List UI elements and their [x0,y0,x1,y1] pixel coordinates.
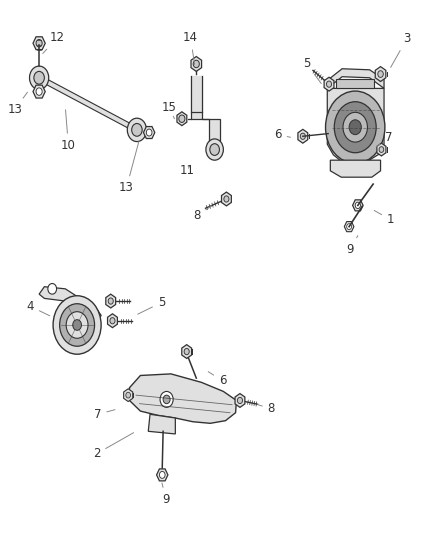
Text: 2: 2 [93,433,134,460]
Text: 6: 6 [274,128,290,141]
Circle shape [146,129,152,136]
Polygon shape [344,222,354,232]
Text: 13: 13 [7,92,28,116]
Polygon shape [156,469,168,481]
Circle shape [206,139,223,160]
Circle shape [334,102,376,153]
Circle shape [378,71,383,77]
Circle shape [60,304,95,346]
Polygon shape [130,374,237,423]
Circle shape [325,91,385,164]
Text: 8: 8 [194,206,212,222]
Polygon shape [375,67,386,82]
Text: 3: 3 [391,33,410,67]
Circle shape [184,349,189,354]
Polygon shape [377,143,386,156]
Text: 5: 5 [138,296,165,314]
Circle shape [160,391,173,407]
Text: 9: 9 [346,236,358,256]
Polygon shape [106,294,116,308]
Text: 15: 15 [161,101,176,119]
Circle shape [29,66,49,90]
Circle shape [108,298,113,304]
Polygon shape [191,56,201,71]
Polygon shape [327,88,384,161]
Polygon shape [298,130,308,143]
Circle shape [34,71,44,84]
Polygon shape [177,112,187,126]
Polygon shape [38,75,138,132]
Circle shape [237,398,243,403]
Circle shape [53,296,101,354]
Circle shape [73,320,81,330]
Polygon shape [324,77,334,91]
Polygon shape [39,287,101,322]
Polygon shape [336,79,374,88]
Circle shape [379,147,384,152]
Polygon shape [235,393,245,407]
Polygon shape [353,200,363,211]
Circle shape [300,133,305,139]
Circle shape [355,202,360,208]
Circle shape [36,88,42,95]
Circle shape [48,284,57,294]
Polygon shape [33,85,45,98]
Text: 5: 5 [303,57,321,84]
Circle shape [159,471,165,478]
Polygon shape [33,37,45,50]
Circle shape [343,112,367,142]
Polygon shape [330,160,381,177]
Circle shape [224,196,229,202]
Text: 7: 7 [94,408,115,421]
Text: 11: 11 [180,164,195,177]
Text: 7: 7 [376,131,392,147]
Circle shape [193,60,199,68]
Polygon shape [191,112,220,147]
Text: 6: 6 [208,372,226,387]
Circle shape [36,39,42,47]
Polygon shape [182,345,191,359]
Polygon shape [222,192,231,206]
Text: 9: 9 [162,483,170,506]
Circle shape [179,115,185,123]
Circle shape [126,392,131,398]
Text: 12: 12 [43,31,65,53]
Circle shape [163,395,170,403]
Circle shape [210,144,219,156]
Circle shape [127,118,147,142]
Polygon shape [327,69,384,88]
Text: 4: 4 [27,300,50,316]
Polygon shape [124,389,133,401]
Text: 1: 1 [374,211,394,226]
Circle shape [326,81,332,87]
Polygon shape [148,414,175,434]
Circle shape [132,124,142,136]
Text: 8: 8 [258,402,275,415]
Text: 14: 14 [183,31,198,64]
Polygon shape [108,314,117,328]
Circle shape [66,312,88,338]
Polygon shape [144,126,155,139]
Circle shape [347,224,352,230]
Text: 10: 10 [61,110,76,152]
Circle shape [349,120,361,135]
Text: 13: 13 [119,142,139,195]
Circle shape [110,318,115,324]
